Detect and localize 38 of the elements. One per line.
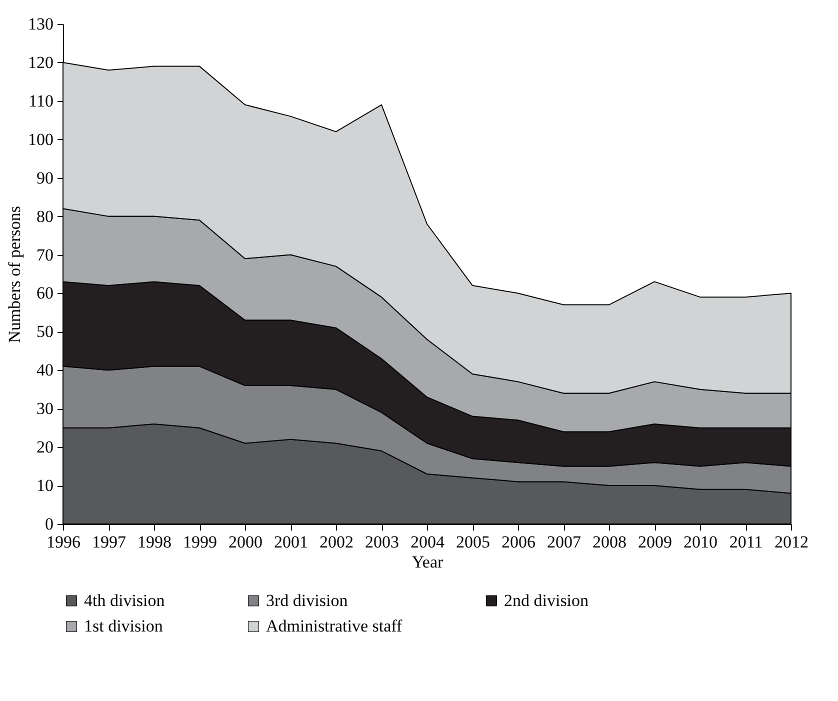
x-tick-label: 1999: [183, 532, 217, 552]
y-tick-label: 10: [36, 476, 54, 496]
x-tick-label: 2008: [592, 532, 626, 552]
x-tick-label: 2009: [638, 532, 672, 552]
x-tick-label: 2004: [410, 532, 445, 552]
y-tick-label: 110: [28, 91, 54, 110]
y-tick-label: 40: [36, 360, 54, 380]
y-tick-label: 50: [36, 322, 54, 342]
y-tick-label: 80: [36, 206, 54, 226]
x-tick-label: 2003: [365, 532, 399, 552]
y-tick-label: 90: [36, 168, 54, 188]
y-tick-label: 20: [36, 438, 54, 457]
y-tick-label: 60: [36, 284, 54, 303]
y-tick-label: 70: [36, 245, 54, 264]
x-tick-label: 1998: [138, 532, 172, 552]
x-tick-label: 2007: [547, 532, 582, 552]
x-tick-label: 2006: [502, 532, 536, 552]
x-tick-label: 2002: [320, 532, 354, 552]
x-tick-label: 2005: [456, 532, 490, 552]
y-axis-title: Numbers of persons: [5, 206, 24, 343]
x-tick-label: 1997: [92, 532, 126, 552]
x-tick-label: 1996: [46, 532, 80, 552]
x-tick-label: 2000: [228, 532, 262, 552]
legend-label: 2nd division: [504, 590, 590, 610]
legend-label: Administrative staff: [266, 616, 402, 636]
y-tick-label: 30: [36, 399, 54, 418]
y-tick-label: 100: [28, 130, 54, 149]
y-tick-label: 120: [28, 52, 54, 72]
x-axis-title: Year: [412, 552, 444, 572]
legend-label: 3rd division: [266, 590, 348, 610]
legend-label: 4th division: [84, 590, 166, 610]
legend-label: 1st division: [84, 616, 164, 636]
y-tick-label: 130: [28, 14, 54, 34]
x-tick-label: 2001: [274, 532, 308, 552]
x-tick-label: 2010: [684, 532, 718, 552]
x-tick-label: 2012: [774, 532, 808, 552]
x-tick-label: 2011: [729, 532, 763, 552]
y-tick-label: 0: [45, 514, 54, 534]
